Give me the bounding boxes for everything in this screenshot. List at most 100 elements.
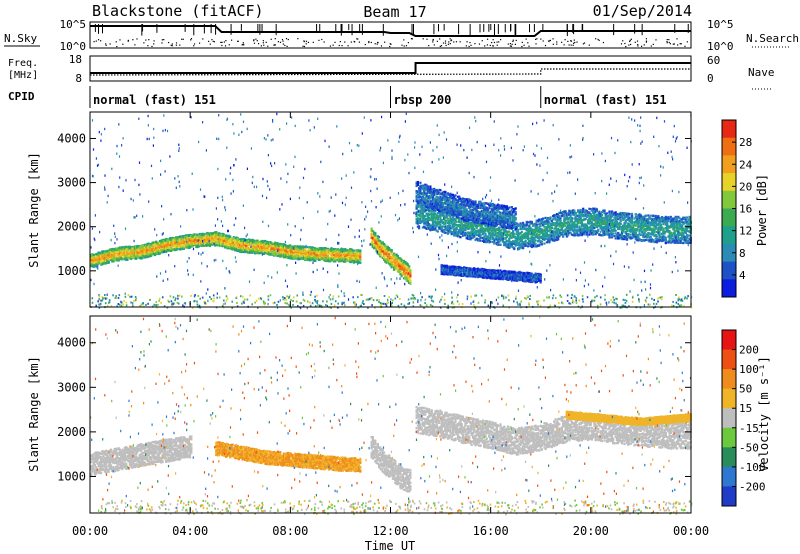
- search-dot: [589, 45, 590, 46]
- search-dot: [599, 40, 600, 41]
- search-dot: [625, 46, 626, 47]
- data-cell: [178, 246, 180, 248]
- data-cell: [501, 232, 503, 234]
- data-cell: [418, 225, 420, 227]
- search-dot: [406, 45, 407, 46]
- search-dot: [339, 45, 340, 46]
- data-cell: [459, 236, 461, 238]
- search-dot: [255, 39, 256, 40]
- search-dot: [365, 44, 366, 45]
- search-dot: [446, 45, 447, 46]
- search-dot: [439, 38, 440, 39]
- search-dot: [183, 39, 184, 40]
- search-dot: [334, 42, 335, 43]
- data-cell: [446, 220, 448, 222]
- search-dot: [629, 41, 630, 42]
- search-dot: [535, 43, 536, 44]
- search-dot: [267, 46, 268, 47]
- data-cell: [176, 248, 178, 250]
- search-dot: [556, 41, 557, 42]
- search-dot: [684, 46, 685, 47]
- search-dot: [303, 40, 304, 41]
- search-dot: [644, 44, 645, 45]
- search-dot: [190, 39, 191, 40]
- search-dot: [283, 43, 284, 44]
- search-dot: [687, 41, 688, 42]
- sky-left-tick-bottom: 10^0: [60, 40, 87, 53]
- freq-panel-frame: [90, 56, 691, 81]
- data-cell: [293, 254, 295, 256]
- search-dot: [258, 43, 259, 44]
- nave-label: Nave: [748, 66, 775, 79]
- data-cell: [379, 255, 381, 257]
- data-cell: [418, 227, 420, 229]
- data-cell: [99, 252, 101, 254]
- search-dot: [512, 41, 513, 42]
- search-dot: [348, 45, 349, 46]
- search-dot: [434, 44, 435, 45]
- search-dot: [440, 46, 441, 47]
- data-cell: [449, 225, 451, 227]
- search-dot: [493, 45, 494, 46]
- nave-tick-bottom: 0: [707, 72, 714, 85]
- search-dot: [498, 41, 499, 42]
- data-cell: [408, 267, 410, 269]
- search-dot: [460, 41, 461, 42]
- data-cell: [128, 250, 130, 252]
- search-dot: [333, 45, 334, 46]
- search-dot: [208, 41, 209, 42]
- search-dot: [134, 44, 135, 45]
- data-cell: [433, 225, 435, 227]
- search-dot: [561, 42, 562, 43]
- search-dot: [521, 46, 522, 47]
- data-cell: [108, 261, 110, 263]
- data-cell: [252, 252, 254, 254]
- search-dot: [487, 39, 488, 40]
- search-dot: [441, 45, 442, 46]
- data-cell: [473, 235, 475, 237]
- data-cell: [399, 270, 401, 272]
- search-dot: [176, 42, 177, 43]
- search-dot: [282, 39, 283, 40]
- data-cell: [434, 228, 436, 230]
- search-dot: [670, 43, 671, 44]
- data-cell: [143, 249, 145, 251]
- search-dot: [221, 45, 222, 46]
- search-dot: [243, 42, 244, 43]
- search-dot: [371, 42, 372, 43]
- search-dot: [354, 41, 355, 42]
- search-dot: [221, 42, 222, 43]
- sky-panel: N.Sky 10^5 10^0 10^5 10^0 N.Search: [4, 18, 799, 53]
- freq-tick-bottom: 8: [75, 72, 82, 85]
- data-cell: [214, 239, 216, 241]
- data-cell: [513, 233, 515, 235]
- sky-right-label: N.Search: [746, 32, 799, 45]
- sky-right-tick-top: 10^5: [707, 18, 734, 31]
- search-dot: [584, 42, 585, 43]
- search-dot: [576, 41, 577, 42]
- search-dot: [98, 39, 99, 40]
- data-cell: [517, 229, 519, 231]
- search-dot: [275, 38, 276, 39]
- search-dot: [280, 42, 281, 43]
- search-dot: [641, 46, 642, 47]
- search-dot: [667, 39, 668, 40]
- search-dot: [213, 41, 214, 42]
- search-dot: [448, 44, 449, 45]
- search-dot: [302, 46, 303, 47]
- search-dot: [163, 39, 164, 40]
- search-dot: [368, 42, 369, 43]
- data-cell: [323, 253, 325, 255]
- cpid-label: CPID: [8, 90, 35, 103]
- search-dot: [513, 40, 514, 41]
- search-dot: [128, 40, 129, 41]
- search-dot: [153, 40, 154, 41]
- search-dot: [377, 43, 378, 44]
- search-dot: [100, 40, 101, 41]
- sky-left-label: N.Sky: [4, 32, 37, 45]
- search-dot: [282, 41, 283, 42]
- data-cell: [257, 240, 259, 242]
- search-dot: [202, 38, 203, 39]
- data-cell: [371, 228, 373, 230]
- data-cell: [381, 253, 383, 255]
